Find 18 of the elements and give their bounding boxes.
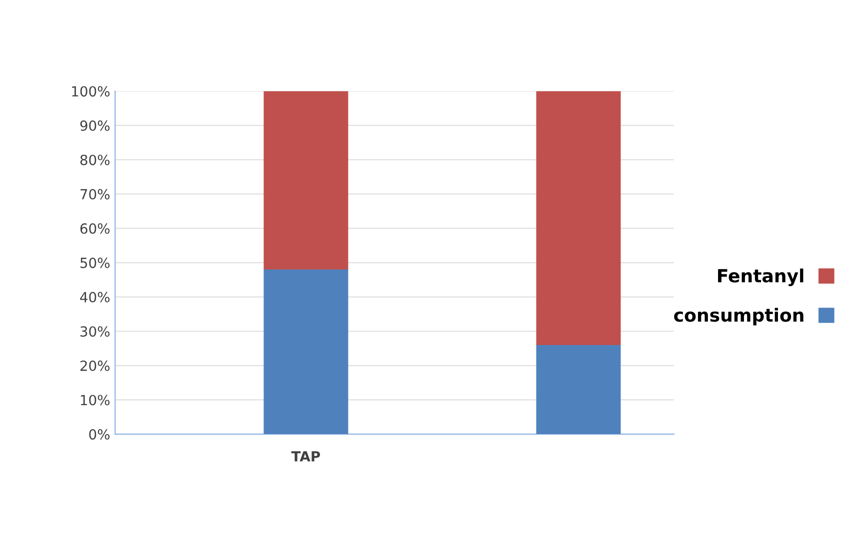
- y-tick-label: 10%: [80, 394, 110, 406]
- bar: [264, 91, 348, 270]
- y-tick-label: 0%: [89, 429, 110, 440]
- y-tick-label: 100%: [72, 86, 110, 97]
- y-tick-label: 90%: [80, 120, 110, 131]
- y-tick-label: 70%: [80, 189, 110, 200]
- bar: [536, 344, 621, 434]
- x-tick-label: TAP: [291, 451, 320, 462]
- y-tick-label: 60%: [80, 223, 110, 234]
- legend-label: consumption: [674, 308, 804, 326]
- y-tick-label: 80%: [80, 154, 110, 166]
- y-tick-label: 40%: [80, 292, 110, 302]
- y-tick-label: 20%: [80, 360, 110, 372]
- y-tick-label: 30%: [80, 326, 110, 337]
- legend-label: Fentanyl: [718, 268, 804, 286]
- y-tick-label: 50%: [80, 258, 110, 268]
- bar: [536, 91, 621, 345]
- bar: [264, 270, 348, 434]
